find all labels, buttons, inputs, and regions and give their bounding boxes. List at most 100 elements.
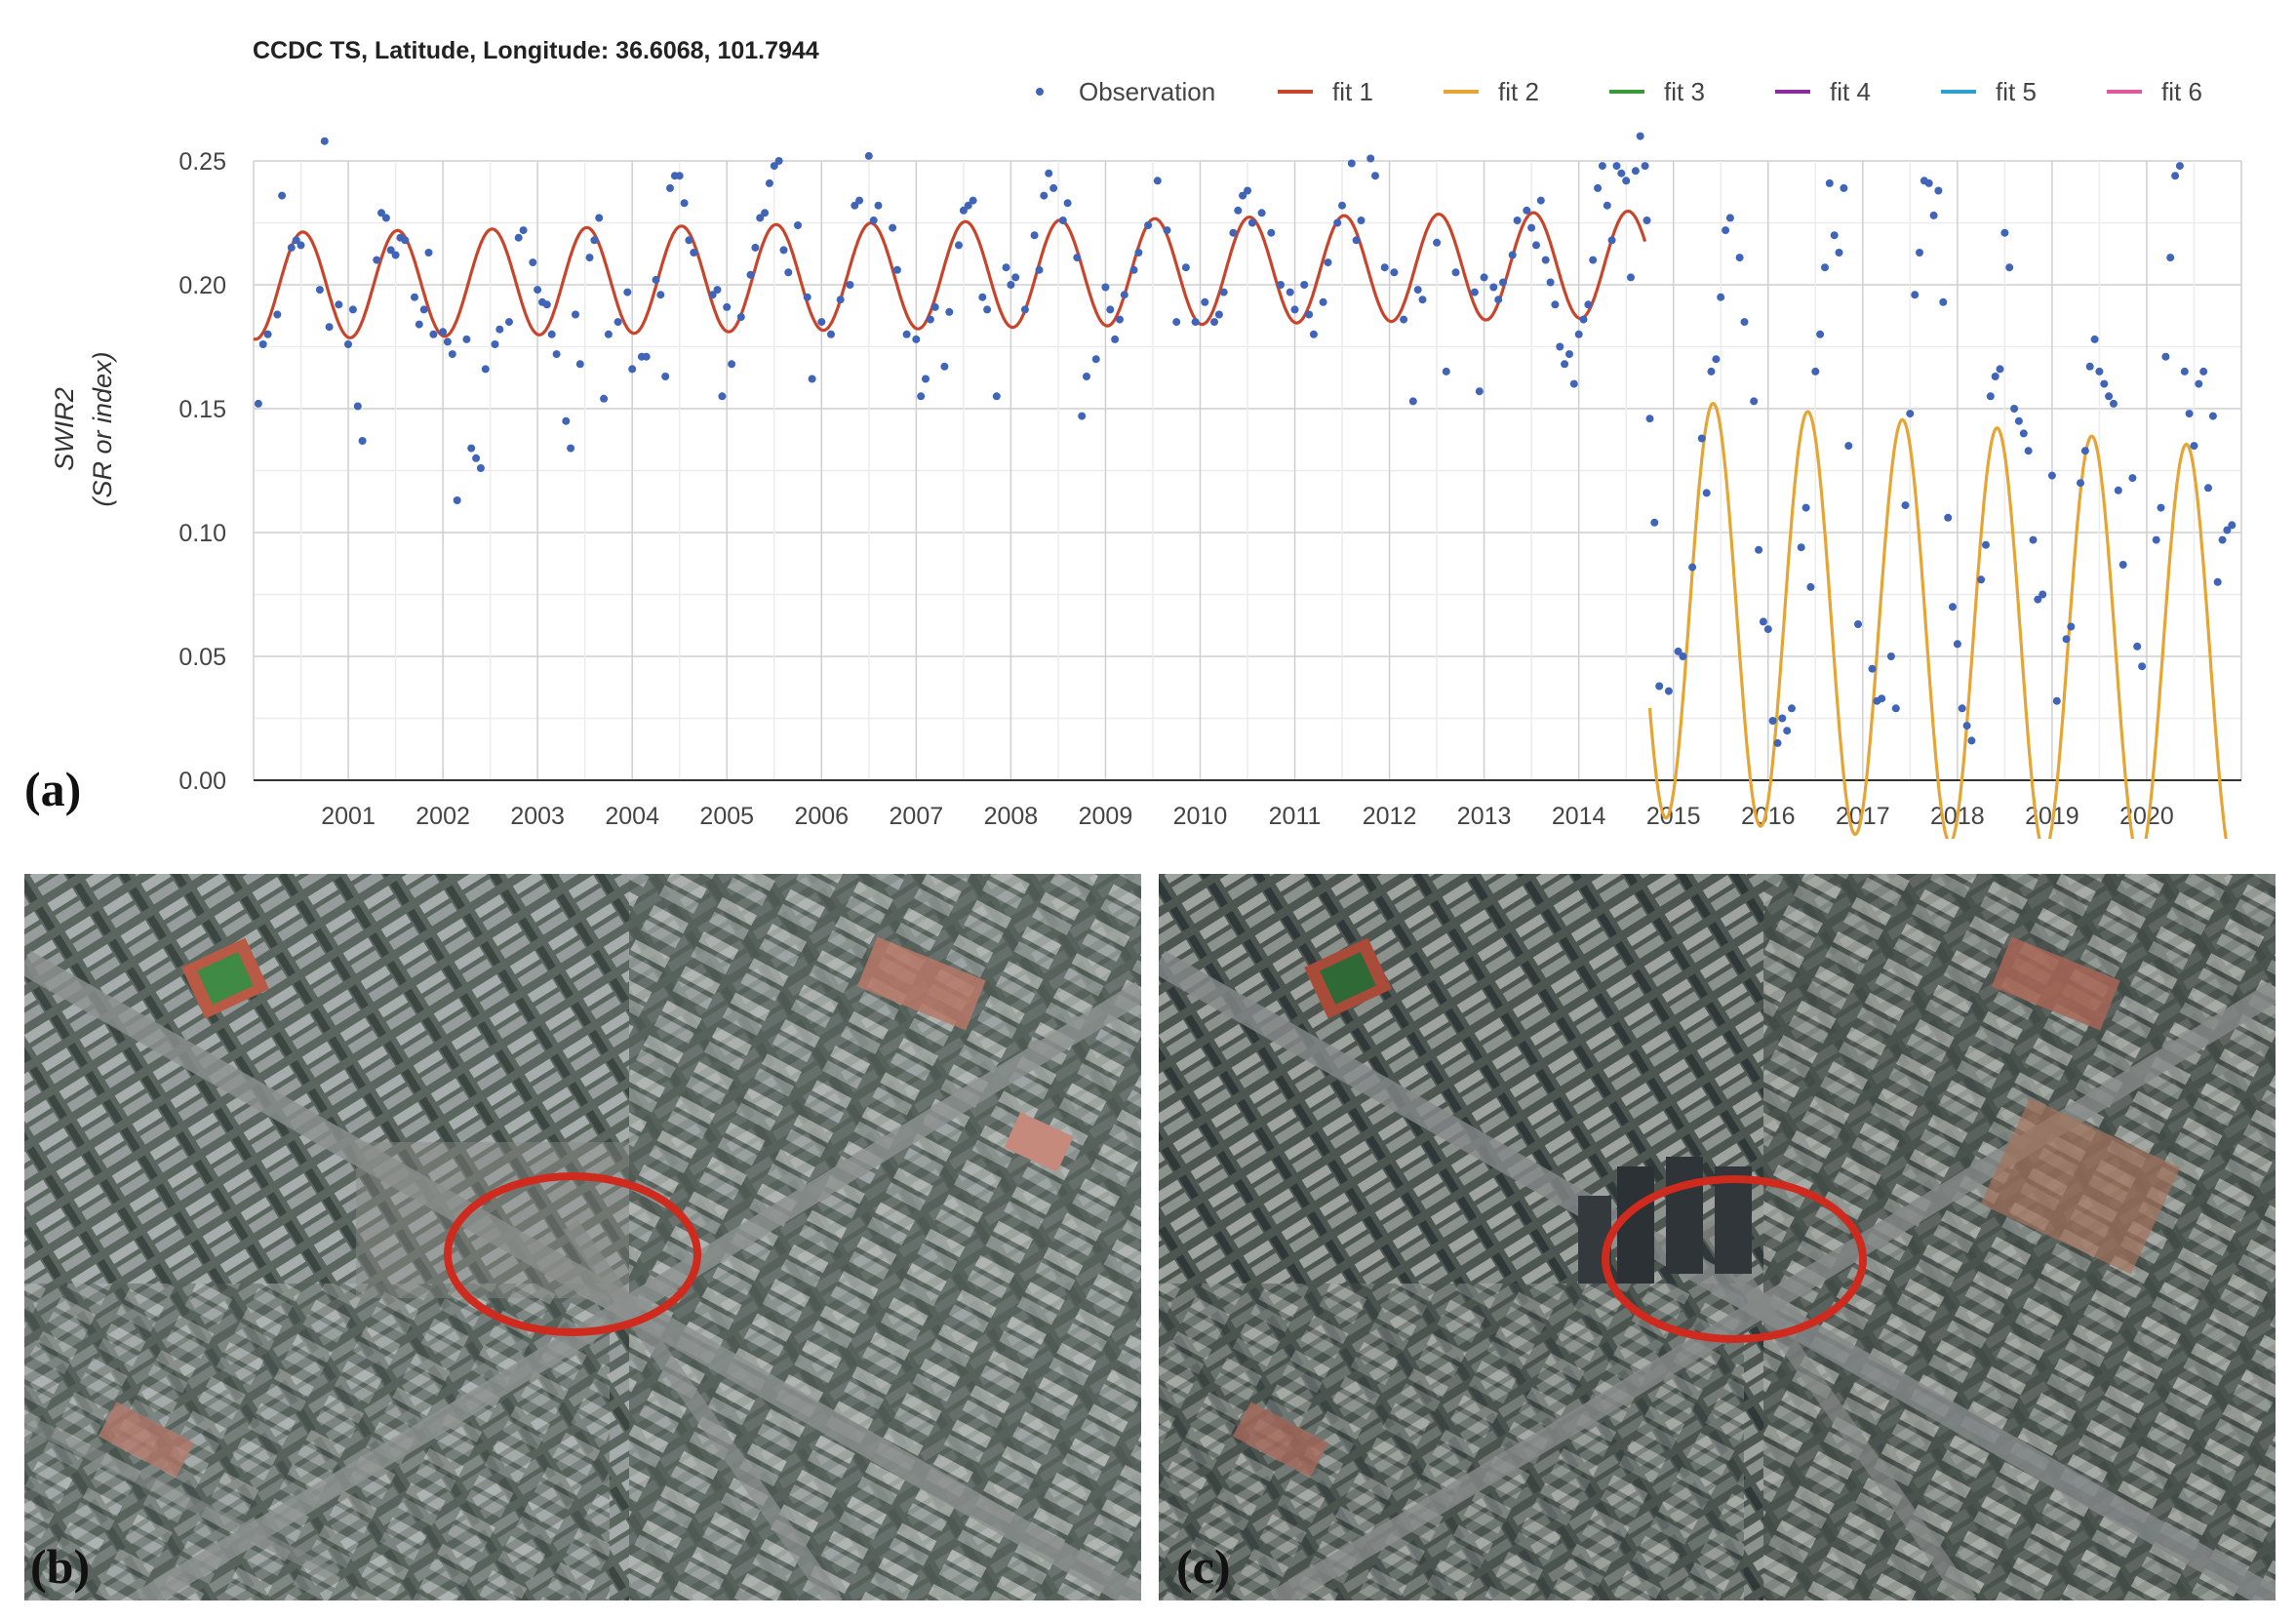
observation-point [1697, 434, 1706, 443]
observation-point [2000, 228, 2009, 237]
observation-point [1352, 236, 1361, 245]
observation-point [1773, 738, 1782, 747]
observation-point [1045, 169, 1053, 178]
observation-point [1418, 296, 1427, 304]
observation-point [1607, 236, 1616, 245]
observation-point [1300, 281, 1309, 289]
observation-point [1234, 206, 1243, 215]
observation-point [1181, 263, 1190, 272]
observation-point [1371, 172, 1379, 180]
observation-point [2133, 642, 2142, 651]
observation-point [1768, 717, 1777, 725]
observation-point [514, 233, 523, 242]
x-tick-label: 2002 [416, 803, 470, 830]
observation-point [1541, 256, 1550, 264]
y-tick-label: 0.05 [178, 644, 226, 671]
observation-point [685, 236, 693, 245]
fit-line-fit-1 [253, 209, 1647, 341]
observation-point [1830, 231, 1839, 240]
observation-point [1508, 251, 1517, 259]
observation-point [344, 340, 352, 348]
observation-point [1480, 273, 1488, 282]
observation-point [287, 243, 296, 252]
observation-point [784, 268, 793, 277]
legend-label: fit 1 [1332, 77, 1373, 106]
observation-point [1598, 162, 1606, 171]
observation-point [542, 300, 551, 309]
observation-point [1645, 415, 1654, 423]
observation-point [1854, 620, 1862, 628]
observation-point [1286, 288, 1294, 296]
observation-point [751, 243, 760, 252]
observation-point [1939, 297, 1948, 306]
observation-point [1078, 412, 1087, 420]
observation-point [1475, 387, 1484, 396]
observation-point [263, 330, 272, 338]
observation-point [864, 151, 873, 160]
observation-point [690, 249, 698, 257]
observation-point [2195, 379, 2203, 388]
observation-point [419, 305, 428, 314]
x-tick-label: 2008 [984, 803, 1039, 830]
observation-point [1612, 162, 1621, 171]
observation-point [1106, 305, 1115, 314]
observation-point [1244, 186, 1251, 195]
observation-point [1191, 318, 1200, 327]
observation-point [335, 300, 343, 309]
observation-point [391, 251, 400, 259]
observation-point [1290, 305, 1299, 314]
observation-point [940, 362, 949, 371]
panel-label-c: (c) [1176, 1539, 1231, 1594]
observation-point [534, 286, 542, 295]
observation-point [2085, 362, 2094, 371]
observation-point [652, 275, 660, 284]
observation-point [2010, 405, 2019, 413]
observation-point [2223, 526, 2232, 534]
chart-grid [253, 160, 2242, 781]
observation-point [1977, 575, 1986, 584]
observation-point [2095, 367, 2104, 375]
observation-point [1916, 249, 1923, 257]
observation-point [1063, 199, 1072, 208]
observation-point [836, 296, 845, 304]
observation-point [1556, 342, 1564, 351]
observation-point [590, 236, 599, 245]
observation-point [1536, 196, 1545, 205]
satellite-image-after: (c) [1159, 874, 2276, 1600]
observation-point [1886, 652, 1895, 660]
observation-point [761, 209, 770, 217]
observation-point [855, 196, 864, 205]
observation-point [1229, 228, 1238, 237]
observation-point [315, 286, 324, 295]
observation-point [1172, 318, 1181, 327]
observation-point [1239, 191, 1247, 200]
observation-point [1986, 392, 1995, 401]
observation-point [642, 352, 651, 361]
observation-point [1111, 335, 1120, 343]
observation-point [415, 320, 423, 329]
observation-point [1622, 177, 1631, 185]
observation-point [1641, 162, 1649, 171]
observation-point [1470, 288, 1479, 296]
observation-point [424, 249, 433, 257]
observation-point [1982, 540, 1990, 549]
observation-point [2185, 410, 2194, 418]
observation-point [1030, 231, 1039, 240]
observation-point [1035, 265, 1044, 274]
observation-point [1627, 273, 1635, 282]
legend-label: fit 3 [1664, 77, 1705, 106]
observation-point [1589, 256, 1598, 264]
observation-point [1247, 218, 1256, 227]
observation-point [1788, 704, 1796, 713]
observation-point [1594, 183, 1603, 192]
observation-point [656, 291, 665, 299]
x-tick-label: 2007 [890, 803, 944, 830]
observation-point [1324, 258, 1332, 267]
observation-point [1442, 367, 1450, 375]
observation-point [1091, 355, 1100, 364]
observation-point [547, 330, 556, 338]
chart-panel-a: CCDC TS, Latitude, Longitude: 36.6068, 1… [24, 37, 2242, 839]
observation-point [358, 437, 367, 445]
observation-point [1816, 330, 1825, 338]
observation-point [2080, 447, 2089, 455]
